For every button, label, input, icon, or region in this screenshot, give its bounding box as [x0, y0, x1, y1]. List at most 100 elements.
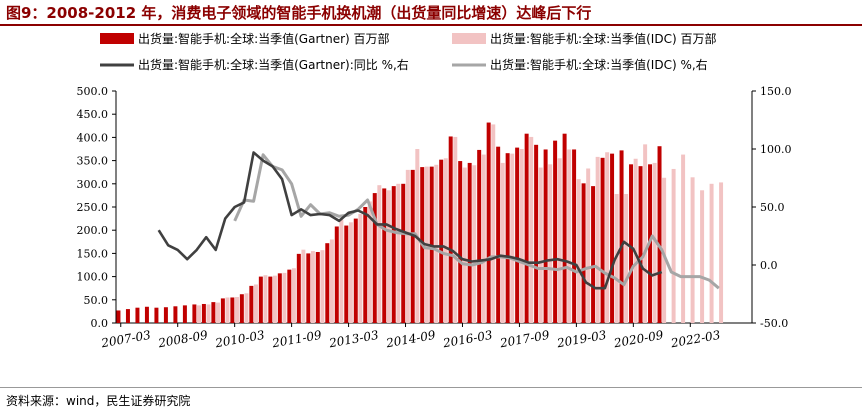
- bar-idc: [253, 284, 258, 323]
- bar-idc: [244, 293, 249, 323]
- bar-gartner: [249, 285, 254, 323]
- bar-gartner: [116, 310, 121, 323]
- y-left-tick-label: 0.0: [91, 317, 109, 330]
- y-right-tick-label: 50.0: [760, 201, 785, 214]
- bar-gartner: [505, 153, 510, 323]
- bar-idc: [234, 297, 239, 323]
- bar-gartner: [154, 307, 159, 323]
- bar-gartner: [524, 133, 529, 323]
- bar-gartner: [372, 193, 377, 323]
- bar-gartner: [315, 252, 320, 323]
- bar-gartner: [144, 306, 149, 323]
- bar-gartner: [163, 307, 168, 323]
- bar-idc: [386, 190, 391, 323]
- bar-idc: [652, 162, 657, 323]
- bar-idc: [643, 144, 648, 323]
- bar-idc: [339, 219, 344, 323]
- bar-idc: [462, 167, 467, 323]
- bar-idc: [690, 177, 695, 323]
- bar-idc: [434, 164, 439, 323]
- bar-gartner: [334, 226, 339, 323]
- y-left-tick-label: 50.0: [84, 294, 109, 307]
- bar-gartner: [619, 150, 624, 323]
- bar-idc: [633, 158, 638, 323]
- x-tick-label: 2013-03: [327, 328, 380, 351]
- bar-gartner: [239, 294, 244, 323]
- bar-gartner: [353, 218, 358, 323]
- bar-gartner: [629, 164, 634, 323]
- y-left-tick-label: 100.0: [77, 271, 109, 284]
- legend-idc-line-label: 出货量:智能手机:全球:当季值(IDC) %,右: [490, 57, 708, 72]
- y-left-tick-label: 400.0: [77, 131, 109, 144]
- bar-idc: [358, 213, 363, 323]
- chart-title: 图9：2008-2012 年，消费电子领域的智能手机换机潮（出货量同比增速）达峰…: [6, 4, 592, 22]
- bar-gartner: [467, 162, 472, 323]
- bar-idc: [709, 183, 714, 323]
- bar-gartner: [562, 133, 567, 323]
- bar-idc: [272, 275, 277, 323]
- bar-gartner: [553, 140, 558, 323]
- bar-gartner: [135, 307, 140, 323]
- bar-idc: [329, 239, 334, 323]
- bar-idc: [320, 250, 325, 323]
- bar-gartner: [581, 183, 586, 323]
- x-tick-label: 2010-03: [213, 328, 266, 351]
- bar-idc: [529, 136, 534, 323]
- bar-gartner: [543, 149, 548, 323]
- bar-idc: [196, 305, 201, 323]
- bar-idc: [215, 302, 220, 323]
- bar-gartner: [258, 276, 263, 323]
- bar-idc: [519, 149, 524, 323]
- x-tick-label: 2022-03: [669, 328, 722, 351]
- y-left-tick-label: 350.0: [77, 155, 109, 168]
- bar-gartner: [657, 146, 662, 323]
- bar-gartner: [211, 302, 216, 323]
- bar-idc: [576, 179, 581, 323]
- bar-gartner: [344, 225, 349, 323]
- y-left-tick-label: 450.0: [77, 108, 109, 121]
- chart-bars: [116, 122, 724, 324]
- bar-gartner: [591, 186, 596, 323]
- chart-legend: 出货量:智能手机:全球:当季值(Gartner) 百万部出货量:智能手机:全球:…: [100, 31, 716, 72]
- bar-gartner: [268, 276, 273, 323]
- bar-idc: [481, 154, 486, 323]
- y-right-tick-label: -50.0: [760, 317, 788, 330]
- bar-idc: [510, 153, 515, 323]
- bar-idc: [405, 169, 410, 323]
- legend-gartner-bar-label: 出货量:智能手机:全球:当季值(Gartner) 百万部: [138, 31, 390, 46]
- legend-idc-bar-swatch: [452, 33, 486, 44]
- footer-divider: [0, 387, 862, 388]
- bar-idc: [595, 156, 600, 323]
- bar-idc: [225, 297, 230, 323]
- y-left-tick-label: 500.0: [77, 85, 109, 98]
- bar-gartner: [220, 298, 225, 323]
- bar-gartner: [173, 306, 178, 323]
- x-tick-label: 2014-09: [384, 328, 437, 351]
- bar-gartner: [125, 309, 130, 323]
- x-tick-label: 2011-09: [270, 328, 323, 351]
- bar-gartner: [192, 304, 197, 323]
- bar-idc: [586, 168, 591, 323]
- bar-gartner: [325, 243, 330, 323]
- bar-gartner: [477, 149, 482, 323]
- bar-gartner: [201, 303, 206, 323]
- bar-idc: [671, 168, 676, 323]
- x-tick-label: 2016-03: [441, 328, 494, 351]
- bar-gartner: [448, 136, 453, 323]
- chart-lines: [157, 151, 720, 290]
- bar-gartner: [410, 169, 415, 323]
- bar-idc: [291, 268, 296, 323]
- bar-idc: [491, 124, 496, 324]
- bar-gartner: [515, 147, 520, 323]
- y-left-tick-label: 300.0: [77, 178, 109, 191]
- bar-gartner: [382, 188, 387, 323]
- bar-gartner: [296, 253, 301, 323]
- bar-idc: [263, 275, 268, 323]
- bar-gartner: [572, 149, 577, 323]
- title-divider: [0, 24, 862, 26]
- x-tick-label: 2017-09: [498, 328, 551, 351]
- line-gartner-yoy: [157, 151, 663, 290]
- bar-idc: [348, 222, 353, 323]
- bar-idc: [662, 177, 667, 323]
- bar-idc: [377, 185, 382, 323]
